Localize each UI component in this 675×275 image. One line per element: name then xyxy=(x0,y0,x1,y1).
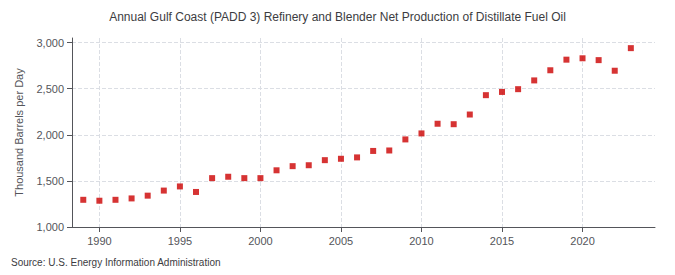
svg-text:2015: 2015 xyxy=(490,235,514,247)
svg-text:2,000: 2,000 xyxy=(36,129,64,141)
svg-text:2010: 2010 xyxy=(409,235,433,247)
svg-text:1995: 1995 xyxy=(168,235,192,247)
svg-text:Thousand Barrels per Day: Thousand Barrels per Day xyxy=(13,68,25,197)
svg-text:2020: 2020 xyxy=(570,235,594,247)
svg-text:2000: 2000 xyxy=(248,235,272,247)
svg-text:1,500: 1,500 xyxy=(36,175,64,187)
svg-text:Source: U.S. Energy Informatio: Source: U.S. Energy Information Administ… xyxy=(11,257,221,268)
svg-text:1990: 1990 xyxy=(87,235,111,247)
svg-text:Annual Gulf Coast (PADD 3) Ref: Annual Gulf Coast (PADD 3) Refinery and … xyxy=(109,10,566,24)
svg-text:1,000: 1,000 xyxy=(36,221,64,233)
svg-text:2,500: 2,500 xyxy=(36,83,64,95)
svg-text:3,000: 3,000 xyxy=(36,37,64,49)
svg-text:2005: 2005 xyxy=(329,235,353,247)
